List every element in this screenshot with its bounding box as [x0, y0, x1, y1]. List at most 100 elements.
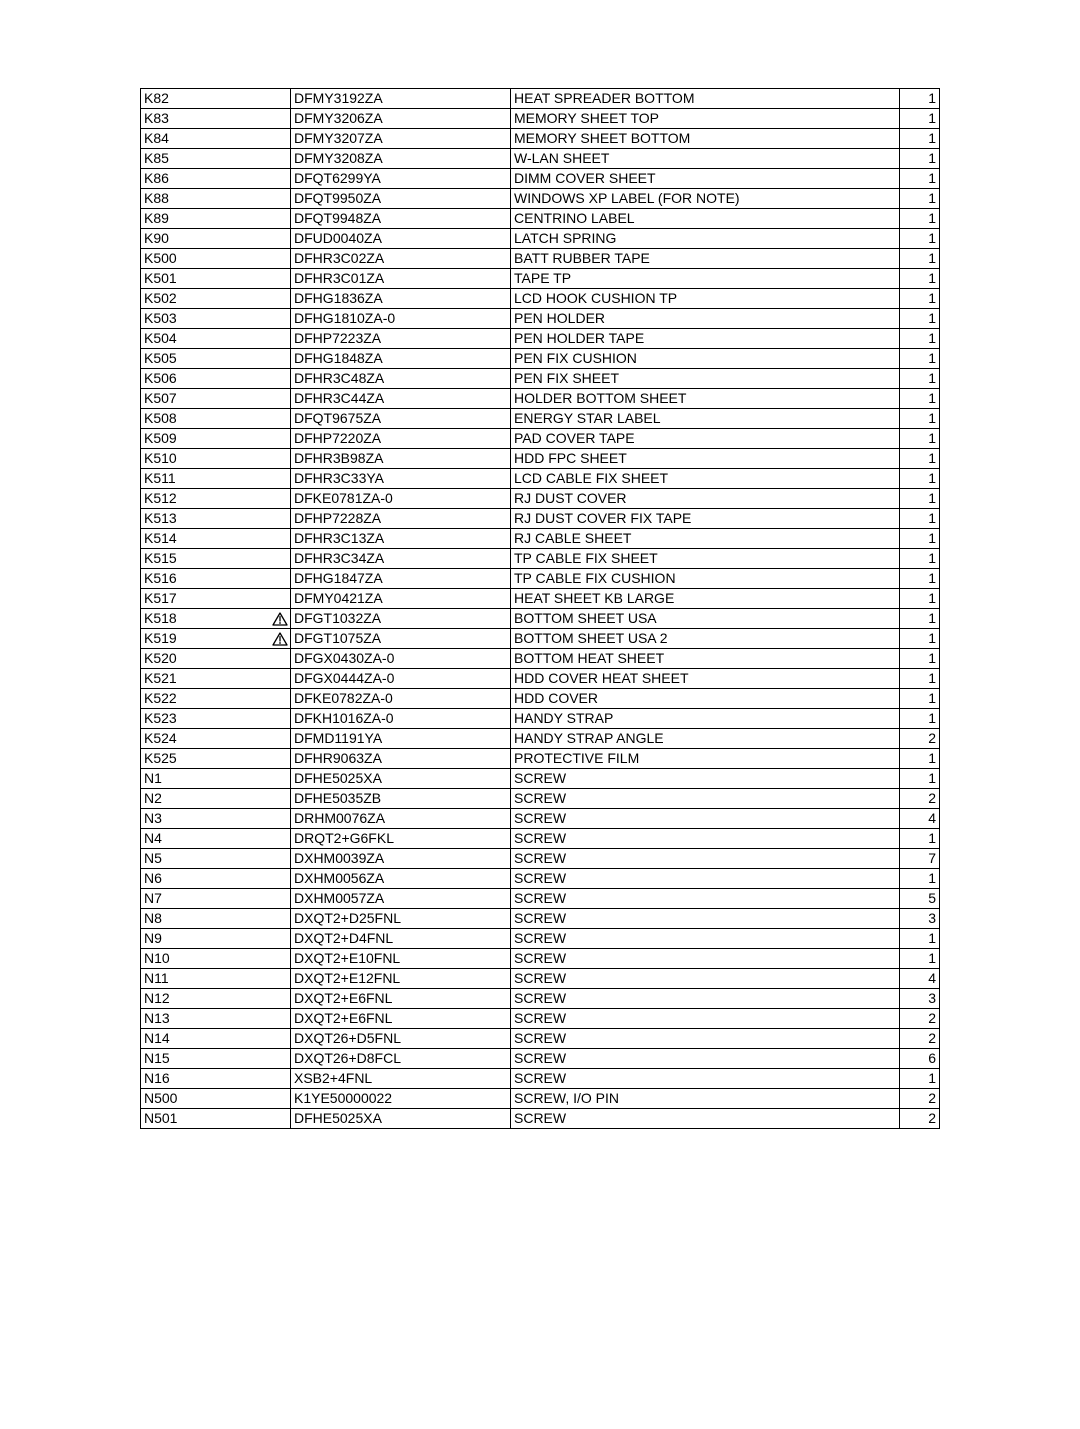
ref-value: K84 — [144, 130, 169, 146]
description-cell: SCREW — [511, 1009, 900, 1029]
table-row: K508DFQT9675ZAENERGY STAR LABEL1 — [141, 409, 940, 429]
ref-value: N13 — [144, 1010, 170, 1026]
quantity-cell: 1 — [900, 449, 940, 469]
description-cell: HOLDER BOTTOM SHEET — [511, 389, 900, 409]
description-cell: PEN FIX SHEET — [511, 369, 900, 389]
part-number-cell: XSB2+4FNL — [291, 1069, 511, 1089]
quantity-cell: 5 — [900, 889, 940, 909]
ref-cell: K510 — [141, 449, 291, 469]
table-row: K88DFQT9950ZAWINDOWS XP LABEL (FOR NOTE)… — [141, 189, 940, 209]
table-row: K515DFHR3C34ZATP CABLE FIX SHEET1 — [141, 549, 940, 569]
table-row: N10DXQT2+E10FNLSCREW1 — [141, 949, 940, 969]
description-cell: SCREW — [511, 1049, 900, 1069]
part-number-cell: DFHR3B98ZA — [291, 449, 511, 469]
description-cell: SCREW — [511, 929, 900, 949]
quantity-cell: 2 — [900, 1089, 940, 1109]
quantity-cell: 1 — [900, 929, 940, 949]
ref-cell: K520 — [141, 649, 291, 669]
ref-cell: K82 — [141, 89, 291, 109]
description-cell: WINDOWS XP LABEL (FOR NOTE) — [511, 189, 900, 209]
part-number-cell: DFHR3C13ZA — [291, 529, 511, 549]
table-row: N501DFHE5025XASCREW2 — [141, 1109, 940, 1129]
ref-cell: K511 — [141, 469, 291, 489]
part-number-cell: DFUD0040ZA — [291, 229, 511, 249]
part-number-cell: DFHE5025XA — [291, 1109, 511, 1129]
part-number-cell: K1YE50000022 — [291, 1089, 511, 1109]
table-row: K90DFUD0040ZALATCH SPRING1 — [141, 229, 940, 249]
part-number-cell: DFGX0444ZA-0 — [291, 669, 511, 689]
ref-value: K508 — [144, 410, 177, 426]
ref-cell: N3 — [141, 809, 291, 829]
warning-icon — [272, 632, 288, 646]
description-cell: HDD FPC SHEET — [511, 449, 900, 469]
ref-value: N12 — [144, 990, 170, 1006]
ref-cell: K507 — [141, 389, 291, 409]
quantity-cell: 1 — [900, 489, 940, 509]
part-number-cell: DFKE0781ZA-0 — [291, 489, 511, 509]
ref-value: K86 — [144, 170, 169, 186]
ref-value: N501 — [144, 1110, 177, 1126]
warning-icon — [272, 612, 288, 626]
part-number-cell: DFHG1848ZA — [291, 349, 511, 369]
description-cell: HDD COVER — [511, 689, 900, 709]
ref-cell: K517 — [141, 589, 291, 609]
part-number-cell: DFHP7220ZA — [291, 429, 511, 449]
description-cell: SCREW — [511, 769, 900, 789]
ref-value: N5 — [144, 850, 162, 866]
part-number-cell: DFMY3192ZA — [291, 89, 511, 109]
ref-value: K515 — [144, 550, 177, 566]
ref-value: K521 — [144, 670, 177, 686]
ref-cell: N500 — [141, 1089, 291, 1109]
table-row: N16XSB2+4FNLSCREW1 — [141, 1069, 940, 1089]
quantity-cell: 1 — [900, 209, 940, 229]
table-row: K509DFHP7220ZAPAD COVER TAPE1 — [141, 429, 940, 449]
ref-cell: K524 — [141, 729, 291, 749]
ref-cell: K504 — [141, 329, 291, 349]
table-row: N3DRHM0076ZASCREW4 — [141, 809, 940, 829]
description-cell: SCREW — [511, 1029, 900, 1049]
quantity-cell: 1 — [900, 389, 940, 409]
description-cell: MEMORY SHEET TOP — [511, 109, 900, 129]
table-row: K506DFHR3C48ZAPEN FIX SHEET1 — [141, 369, 940, 389]
description-cell: SCREW — [511, 869, 900, 889]
part-number-cell: DFQT9675ZA — [291, 409, 511, 429]
ref-value: K524 — [144, 730, 177, 746]
quantity-cell: 1 — [900, 749, 940, 769]
part-number-cell: DFMY3206ZA — [291, 109, 511, 129]
quantity-cell: 1 — [900, 649, 940, 669]
table-row: K85DFMY3208ZAW-LAN SHEET1 — [141, 149, 940, 169]
ref-cell: K508 — [141, 409, 291, 429]
part-number-cell: DFQT9948ZA — [291, 209, 511, 229]
table-row: K510DFHR3B98ZAHDD FPC SHEET1 — [141, 449, 940, 469]
part-number-cell: DRQT2+G6FKL — [291, 829, 511, 849]
description-cell: HEAT SPREADER BOTTOM — [511, 89, 900, 109]
ref-value: N4 — [144, 830, 162, 846]
quantity-cell: 3 — [900, 989, 940, 1009]
ref-value: K516 — [144, 570, 177, 586]
ref-cell: K525 — [141, 749, 291, 769]
ref-value: K500 — [144, 250, 177, 266]
part-number-cell: DFHR3C48ZA — [291, 369, 511, 389]
part-number-cell: DFHR3C01ZA — [291, 269, 511, 289]
quantity-cell: 1 — [900, 429, 940, 449]
table-row: K519DFGT1075ZABOTTOM SHEET USA 21 — [141, 629, 940, 649]
ref-cell: K523 — [141, 709, 291, 729]
quantity-cell: 2 — [900, 1009, 940, 1029]
part-number-cell: DXQT2+E10FNL — [291, 949, 511, 969]
description-cell: SCREW — [511, 1109, 900, 1129]
description-cell: SCREW — [511, 829, 900, 849]
ref-value: K85 — [144, 150, 169, 166]
table-row: K507DFHR3C44ZAHOLDER BOTTOM SHEET1 — [141, 389, 940, 409]
description-cell: SCREW — [511, 849, 900, 869]
ref-cell: K519 — [141, 629, 291, 649]
table-row: K504DFHP7223ZAPEN HOLDER TAPE1 — [141, 329, 940, 349]
ref-cell: K83 — [141, 109, 291, 129]
ref-value: N2 — [144, 790, 162, 806]
quantity-cell: 1 — [900, 469, 940, 489]
ref-value: N16 — [144, 1070, 170, 1086]
quantity-cell: 1 — [900, 1069, 940, 1089]
ref-value: N500 — [144, 1090, 177, 1106]
ref-value: K504 — [144, 330, 177, 346]
quantity-cell: 1 — [900, 529, 940, 549]
table-row: N4DRQT2+G6FKLSCREW1 — [141, 829, 940, 849]
